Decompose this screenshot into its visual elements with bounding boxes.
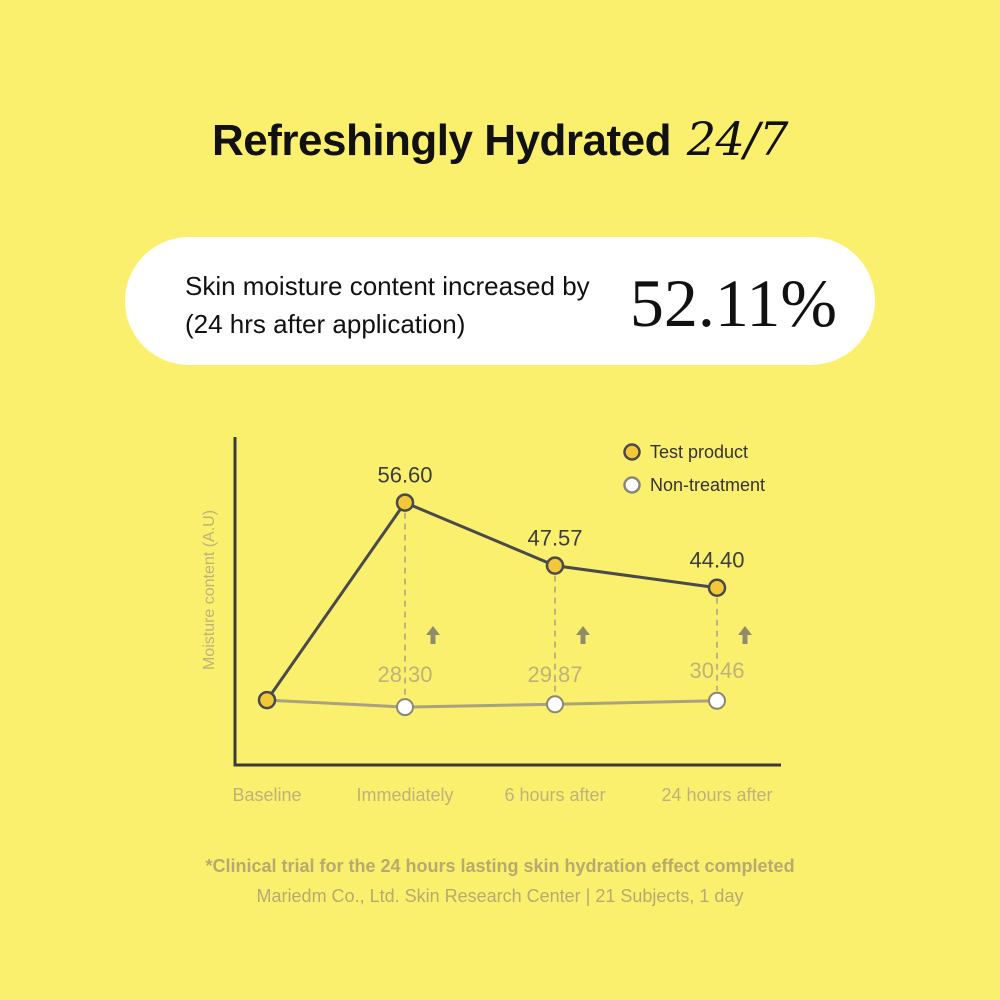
data-label-non-treatment: 29.87 [527,662,582,687]
x-tick-label: 6 hours after [504,785,605,805]
source-note: Mariedm Co., Ltd. Skin Research Center |… [256,886,744,906]
title-text: Refreshingly Hydrated [211,116,671,165]
up-arrow-icon-stem [580,635,586,644]
data-point-non-treatment [396,698,414,717]
up-arrow-icon [426,626,440,635]
series-line-test-product [265,500,718,701]
data-point-test-product [545,556,565,575]
data-point-test-product [257,690,277,710]
data-label-test-product: 44.40 [689,548,744,573]
up-arrow-icon-stem [742,635,748,644]
data-label-test-product: 47.57 [527,526,582,551]
highlight-text: Skin moisture content increased by (24 h… [185,267,590,343]
data-point-non-treatment [708,691,726,710]
highlight-line1: Skin moisture content increased by [185,271,590,301]
x-tick-label: Immediately [356,785,453,805]
x-tick-label: 24 hours after [661,785,772,805]
data-label-test-product: 56.60 [377,463,432,488]
chart-axes [233,437,781,767]
highlight-pill: Skin moisture content increased by (24 h… [125,237,875,365]
legend-item-test-product-label: Test product [650,442,748,462]
series-line-non-treatment [266,698,718,709]
data-point-test-product [707,578,727,597]
y-axis-label: Moisture content (A.U) [201,510,218,670]
data-label-non-treatment: 30.46 [689,658,744,683]
title-accent: 24/7 [686,112,789,166]
legend-item-non-treatment-marker [623,476,641,494]
data-point-non-treatment [546,695,564,714]
page-title: Refreshingly Hydrated 24/7 [0,112,1000,166]
up-arrow-icon [738,626,752,635]
highlight-line2: (24 hrs after application) [185,309,466,339]
data-label-non-treatment: 28.30 [377,662,432,687]
up-arrow-icon [576,626,590,635]
footnote: *Clinical trial for the 24 hours lasting… [205,856,795,876]
legend-item-test-product-marker [623,443,641,461]
data-point-test-product [395,493,415,512]
up-arrow-icon-stem [430,635,436,644]
highlight-value: 52.11% [629,265,837,341]
legend-item-non-treatment-label: Non-treatment [650,475,765,495]
x-tick-label: Baseline [232,785,301,805]
